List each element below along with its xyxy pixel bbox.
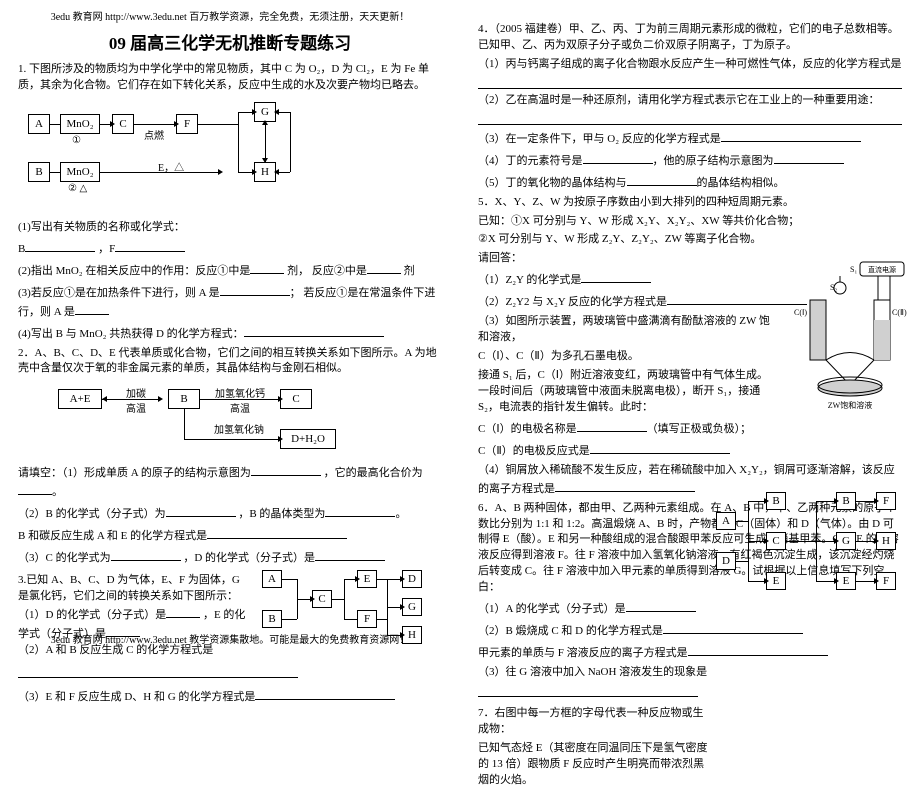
q3-a: A: [262, 570, 282, 588]
q7-h: H: [876, 532, 896, 550]
q1-stem: 1. 下图所涉及的物质均为中学化学中的常见物质，其中 C 为 O₂，D 为 Cl…: [18, 62, 442, 94]
box-a: A: [28, 114, 50, 134]
q4-s3: （3）在一定条件下，甲与 O₂ 反应的化学方程式是: [478, 129, 902, 148]
c1-label: C(Ⅰ): [794, 308, 807, 317]
q1-sub3: (3)若反应①是在加热条件下进行，则 A 是； 若反应①是在常温条件下进行，则 …: [18, 283, 442, 321]
box-h: H: [254, 162, 276, 182]
q3-q3: （3）E 和 F 反应生成 D、H 和 G 的化学方程式是: [18, 687, 442, 706]
q2-stem: 2．A、B、C、D、E 代表单质或化合物，它们之间的相互转换关系如下图所示。A …: [18, 346, 442, 378]
q3-c: C: [312, 590, 332, 608]
q2-lab-top: 加碳高温: [116, 385, 156, 415]
q7-f: F: [876, 492, 896, 510]
q7-c: C: [766, 532, 786, 550]
left-column: 3edu 教育网 http://www.3edu.net 百万教学资源，完全免费…: [0, 0, 460, 652]
label-circle2: ② △: [68, 183, 87, 194]
q7-a: A: [716, 512, 736, 530]
q4-stem: 4．（2005 福建卷）甲、乙、丙、丁为前三周期元素形成的微粒，它们的电子总数相…: [478, 22, 902, 54]
q3-f: F: [357, 610, 377, 628]
q7-b2: B: [836, 492, 856, 510]
q7-stem: 7．右图中每一方框的字母代表一种反应物或生成物：: [478, 706, 708, 738]
q1-diagram: A MnO₂ ① C 点燃 F G H B MnO₂ ② △ E，△: [28, 102, 442, 212]
q2-box-b: B: [168, 389, 200, 409]
q4-blank1: [478, 76, 902, 89]
q2-fill1: 请填空：（1）形成单质 A 的原子的结构示意图为 ，它的最高化合价为。: [18, 463, 442, 501]
footer-left: 3edu 教育网 http://www.3edu.net 教学资源集散地。可能是…: [0, 631, 460, 646]
q6-s2: （2）B 煅烧成 C 和 D 的化学方程式是: [478, 621, 902, 640]
q2-fill-c: （3）C 的化学式为 ，D 的化学式（分子式）是: [18, 548, 442, 567]
q7-e2: E: [836, 572, 856, 590]
q3-b: B: [262, 610, 282, 628]
q4-s5: （5）丁的氧化物的晶体结构与的晶体结构相似。: [478, 173, 902, 192]
q5-a3: （3）如图所示装置，两玻璃管中盛满滴有酚酞溶液的 ZW 饱和溶液，: [478, 314, 778, 346]
c2-label: C(Ⅱ): [892, 308, 907, 317]
q7-b: B: [766, 492, 786, 510]
q2-box-d: D+H₂O: [280, 429, 336, 449]
box-g: G: [254, 102, 276, 122]
box-mno2b: MnO₂: [60, 162, 100, 182]
q7-f2: F: [876, 572, 896, 590]
q3-d: D: [402, 570, 422, 588]
label-circle1: ①: [72, 135, 81, 146]
q1-sub1-line: B ，F: [18, 239, 442, 258]
q5-stem: 5．X、Y、Z、W 为按原子序数由小到大排列的四种短周期元素。: [478, 195, 902, 211]
page-title: 09 届高三化学无机推断专题练习: [18, 29, 442, 54]
q5-a3d: C（Ⅰ）的电极名称是（填写正极或负极）；: [478, 419, 778, 438]
q7-diagram: A D B C E B F G H E F: [716, 492, 906, 612]
q2-lab-mid: 加氢氧化钙高温: [210, 385, 270, 415]
box-b: B: [28, 162, 50, 182]
box-f: F: [176, 114, 198, 134]
q7-l1: 已知气态烃 E（其密度在同温同压下是氢气密度的 13 倍）跟物质 F 反应时产生…: [478, 741, 708, 789]
q4-blank2: [478, 112, 902, 125]
q5-l1: 已知：①X 可分别与 Y、W 形成 X₂Y、X₂Y₂、XW 等共价化合物；: [478, 214, 902, 230]
header-link: 3edu 教育网 http://www.3edu.net 百万教学资源，完全免费…: [18, 8, 442, 23]
q3-q2-line: [18, 665, 442, 684]
q2-fill-b: （2）B 的化学式（分子式）为 ，B 的晶体类型为。: [18, 504, 442, 523]
sol-label: ZW饱和溶液: [828, 400, 872, 410]
electrolysis-figure: 直流电源 S₁ S₂ C(Ⅰ) C(Ⅱ) ZW饱和溶液: [790, 260, 910, 410]
q4-s4: （4）丁的元素符号是，他的原子结构示意图为: [478, 151, 902, 170]
q2-lab-bot: 加氢氧化钠: [204, 421, 274, 436]
q1-sub4: (4)写出 B 与 MnO₂ 共热获得 D 的化学方程式：: [18, 324, 442, 343]
box-c: C: [112, 114, 134, 134]
page: 3edu 教育网 http://www.3edu.net 百万教学资源，完全免费…: [0, 0, 920, 652]
q6-s4: （3）往 G 溶液中加入 NaOH 溶液发生的现象是: [478, 665, 708, 681]
q3-e: E: [357, 570, 377, 588]
q4-s1: （1）丙与钙离子组成的离子化合物跟水反应产生一种可燃性气体，反应的化学方程式是: [478, 57, 902, 73]
q2-box-a: A+E: [58, 389, 102, 409]
q3-diagram: A B C E F D G H: [262, 570, 442, 660]
q5-a3c: 接通 S₁ 后，C（Ⅰ）附近溶液变红，两玻璃管中有气体生成。一段时间后（两玻璃管…: [478, 368, 778, 416]
q3-g: G: [402, 598, 422, 616]
q6-s3: 甲元素的单质与 F 溶液反应的离子方程式是: [478, 643, 902, 662]
q5-l2: ②X 可分别与 Y、W 形成 Z₂Y、Z₂Y₂、ZW 等离子化合物。: [478, 232, 902, 248]
q5-a3e: C（Ⅱ）的电极反应式是: [478, 441, 778, 460]
box-mno2a: MnO₂: [60, 114, 100, 134]
q1-sub2: (2)指出 MnO₂ 在相关反应中的作用：反应①中是 剂， 反应②中是 剂: [18, 261, 442, 280]
q1-sub1: (1)写出有关物质的名称或化学式：: [18, 220, 442, 236]
label-dianran: 点燃: [144, 127, 164, 142]
s1-label: S₁: [850, 265, 857, 274]
q4-s2: （2）乙在高温时是一种还原剂，请用化学方程式表示它在工业上的一种重要用途：: [478, 93, 902, 109]
q2-fill-bc: B 和碳反应生成 A 和 E 的化学方程式是: [18, 526, 442, 545]
q2-box-c: C: [280, 389, 312, 409]
q2-diagram: A+E 加碳高温 B 加氢氧化钙高温 C 加氢氧化钠 D+H₂O: [58, 385, 442, 455]
q7-g: G: [836, 532, 856, 550]
q5-a3b: C（Ⅰ）、C（Ⅱ）为多孔石墨电极。: [478, 349, 778, 365]
dc-label: 直流电源: [868, 265, 896, 274]
q7-e: E: [766, 572, 786, 590]
q7-d: D: [716, 552, 736, 570]
right-column: . 4．（2005 福建卷）甲、乙、丙、丁为前三周期元素形成的微粒，它们的电子总…: [460, 0, 920, 652]
